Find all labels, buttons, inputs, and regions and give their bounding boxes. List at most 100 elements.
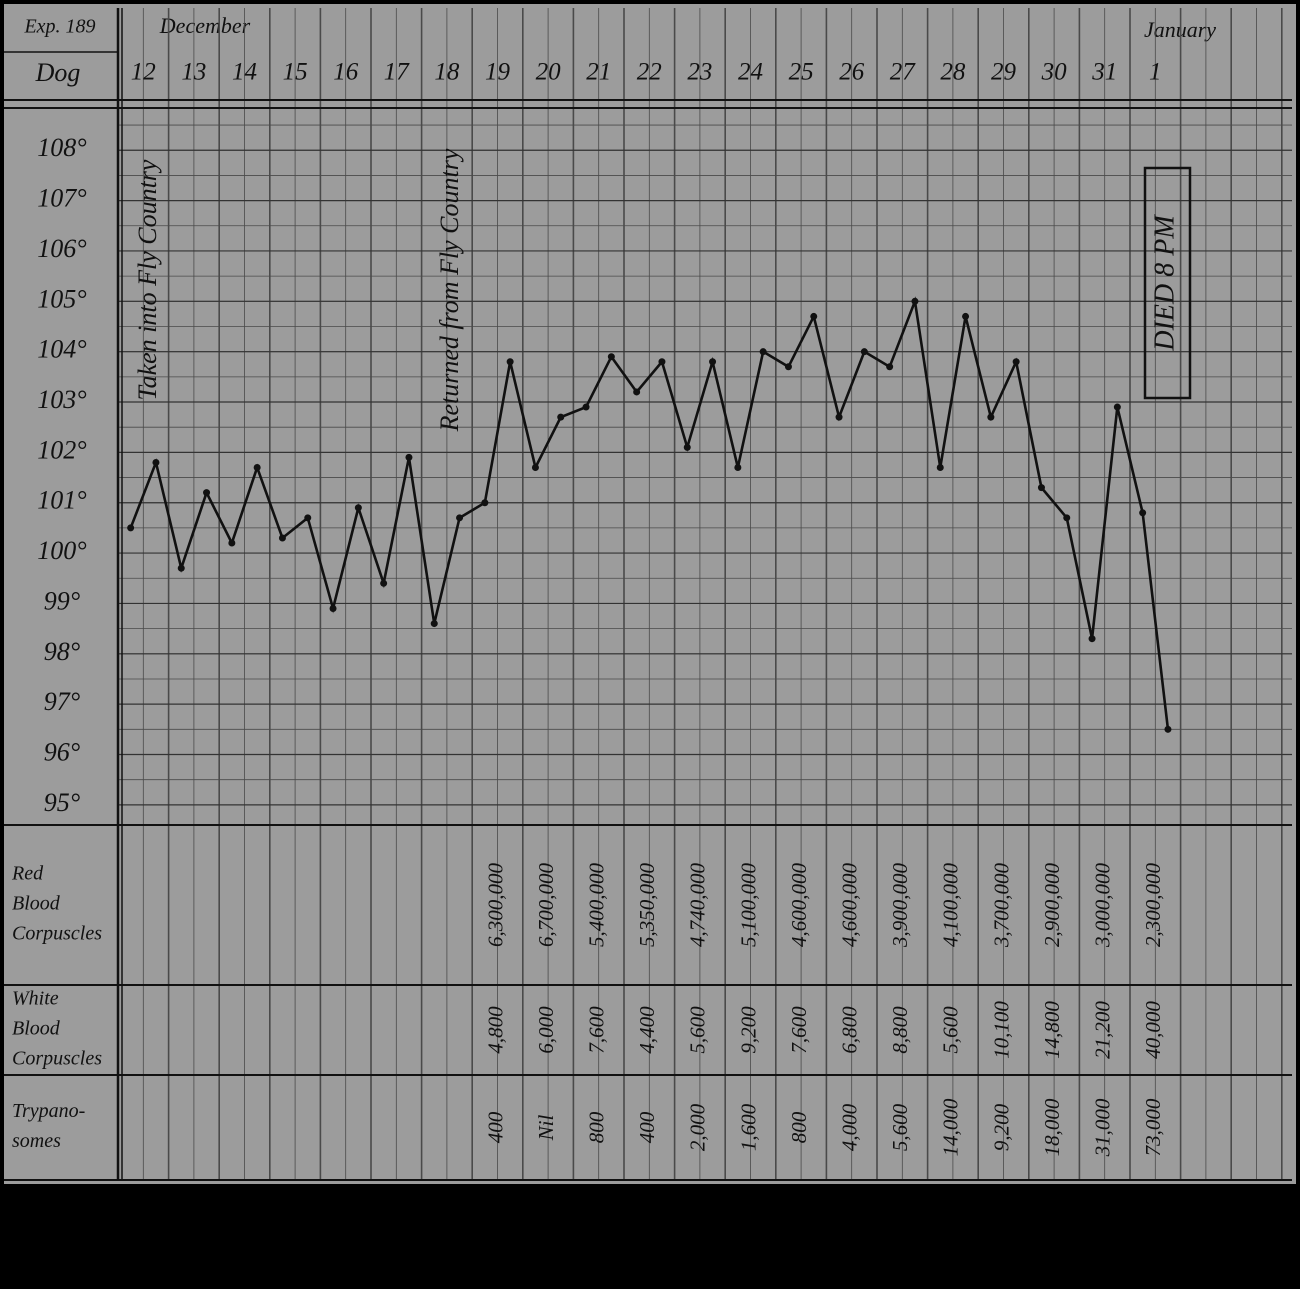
- annotation: DIED 8 PM: [1149, 214, 1180, 352]
- annotation: Taken into Fly Country: [133, 159, 162, 400]
- y-tick-label: 96°: [44, 737, 80, 766]
- table-cell: 5,600: [888, 1103, 912, 1151]
- table-cell: 73,000: [1141, 1098, 1165, 1156]
- temperature-point: [607, 353, 615, 361]
- y-tick-label: 106°: [37, 234, 86, 263]
- table-cell: 6,800: [838, 1006, 862, 1054]
- x-tick-label: 25: [789, 59, 814, 86]
- x-tick-label: 13: [181, 59, 206, 86]
- temperature-point: [354, 504, 362, 512]
- table-cell: 2,900,000: [1040, 863, 1064, 948]
- table-cell: 800: [787, 1111, 811, 1143]
- table-cell: 3,900,000: [888, 863, 912, 949]
- y-tick-label: 99°: [44, 586, 80, 615]
- table-cell: 2,300,000: [1141, 863, 1165, 948]
- temperature-point: [709, 358, 717, 366]
- table-cell: 10,100: [989, 1001, 1013, 1059]
- temperature-point: [304, 514, 312, 522]
- month-label: December: [159, 13, 251, 38]
- x-tick-label: 28: [940, 59, 966, 86]
- temperature-point: [810, 312, 818, 320]
- temperature-point: [203, 489, 211, 497]
- table-cell: 5,600: [939, 1006, 963, 1054]
- temperature-point: [127, 524, 135, 532]
- x-tick-label: 12: [131, 59, 156, 86]
- table-cell: 9,200: [989, 1103, 1013, 1151]
- table-cell: 5,100,000: [736, 863, 760, 948]
- table-cell: 7,600: [585, 1006, 609, 1054]
- temperature-point: [1139, 509, 1147, 517]
- temperature-point: [1113, 403, 1121, 411]
- x-tick-label: 19: [485, 59, 511, 86]
- row-label: White: [12, 988, 59, 1010]
- table-cell: 14,000: [939, 1098, 963, 1156]
- table-cell: 21,200: [1091, 1001, 1115, 1059]
- temperature-point: [253, 463, 261, 471]
- row-label: Red: [11, 863, 44, 885]
- y-tick-label: 100°: [37, 536, 86, 565]
- y-tick-label: 97°: [44, 687, 80, 716]
- table-cell: 18,000: [1040, 1098, 1064, 1156]
- temperature-point: [506, 358, 514, 366]
- table-cell: 800: [585, 1111, 609, 1143]
- temperature-point: [380, 579, 388, 587]
- temperature-point: [456, 514, 464, 522]
- table-cell: 9,200: [736, 1006, 760, 1054]
- x-tick-label: 26: [839, 59, 865, 86]
- table-cell: Nil: [534, 1115, 558, 1142]
- table-cell: 31,000: [1091, 1098, 1115, 1157]
- temperature-point: [962, 312, 970, 320]
- y-tick-label: 102°: [37, 435, 86, 464]
- temperature-point: [784, 363, 792, 371]
- experiment-label: Exp. 189: [23, 16, 95, 38]
- temperature-point: [405, 453, 413, 461]
- temperature-point: [329, 604, 337, 612]
- table-cell: 5,400,000: [585, 863, 609, 948]
- table-cell: 6,300,000: [483, 863, 507, 948]
- temperature-point: [633, 388, 641, 396]
- y-tick-label: 105°: [37, 284, 86, 313]
- x-tick-label: 17: [384, 59, 411, 86]
- x-tick-label: 18: [434, 59, 460, 86]
- table-cell: 7,600: [787, 1006, 811, 1054]
- temperature-point: [987, 413, 995, 421]
- temperature-point: [557, 413, 565, 421]
- x-tick-label: 1: [1149, 59, 1162, 86]
- annotation: Returned from Fly Country: [435, 148, 464, 432]
- temperature-point: [228, 539, 236, 547]
- table-cell: 4,740,000: [686, 863, 710, 948]
- table-cell: 4,600,000: [838, 863, 862, 948]
- temperature-point: [936, 463, 944, 471]
- y-tick-label: 104°: [37, 335, 86, 364]
- y-tick-label: 98°: [44, 637, 80, 666]
- x-tick-label: 24: [738, 59, 763, 86]
- table-cell: 400: [635, 1111, 659, 1143]
- x-tick-label: 29: [991, 59, 1017, 86]
- y-tick-label: 103°: [37, 385, 86, 414]
- temperature-line: [129, 296, 1170, 730]
- table-cell: 3,700,000: [989, 863, 1013, 949]
- table-cell: 14,800: [1040, 1001, 1064, 1059]
- x-tick-label: 31: [1091, 59, 1117, 86]
- x-tick-label: 22: [637, 59, 662, 86]
- table-cell: 6,700,000: [534, 863, 558, 948]
- temperature-point: [1088, 635, 1096, 643]
- subject-label: Dog: [35, 58, 81, 87]
- table-cell: 400: [483, 1111, 507, 1143]
- died-box: [1143, 166, 1192, 400]
- x-tick-label: 30: [1041, 59, 1068, 86]
- temperature-point: [430, 620, 438, 628]
- temperature-point: [658, 358, 666, 366]
- temperature-point: [860, 348, 868, 356]
- y-tick-label: 101°: [37, 486, 86, 515]
- temperature-point: [481, 499, 489, 507]
- temperature-point: [582, 403, 590, 411]
- temperature-point: [1037, 484, 1045, 492]
- row-label: Corpuscles: [12, 923, 102, 945]
- y-tick-label: 108°: [37, 133, 86, 162]
- x-tick-label: 21: [586, 59, 611, 86]
- table-cell: 1,600: [736, 1103, 760, 1151]
- temperature-point: [835, 413, 843, 421]
- x-tick-label: 14: [232, 59, 257, 86]
